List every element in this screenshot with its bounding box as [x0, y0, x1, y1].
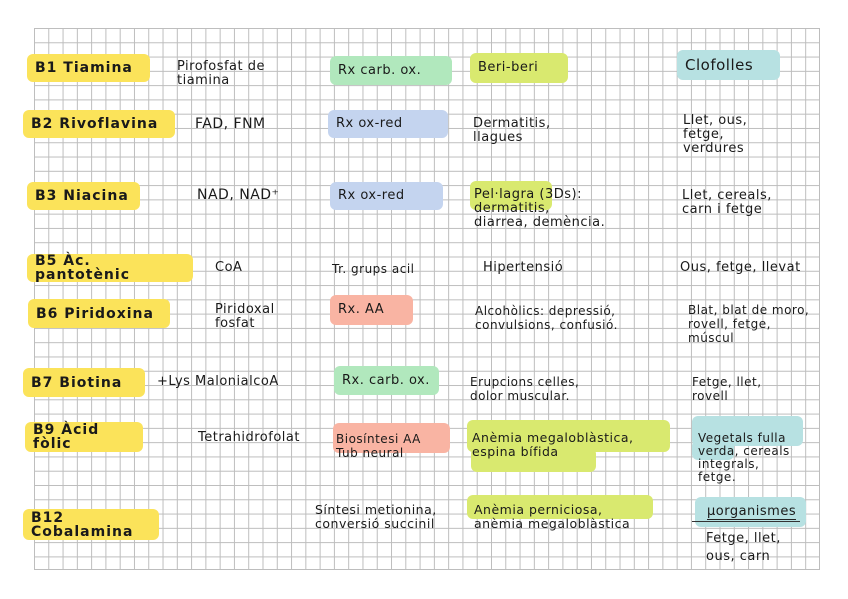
function-b7: Rx. carb. ox. [334, 366, 439, 395]
sources-b1: Clofolles [677, 50, 780, 80]
disease-b9: Anèmia megaloblàstica, espina bífida [472, 430, 634, 459]
coenzyme-b2: FAD, FNM [195, 116, 266, 132]
function-b6: Rx. AA [330, 295, 413, 325]
sources-heading-b12: μorganismes [695, 497, 806, 527]
coenzyme-b5: CoA [215, 260, 243, 275]
vitamin-b5: B5 Àc. pantotènic [27, 254, 193, 282]
disease-name-b3: Pel·lagra [474, 187, 535, 202]
coenzyme-b6: Piridoxal fosfat [215, 302, 275, 331]
function-b9: Biosíntesi AA Tub neural [336, 432, 421, 460]
disease-b1: Beri-beri [470, 53, 568, 83]
disease-b3: Pel·lagra (3Ds): dermatitis, diarrea, de… [474, 188, 605, 230]
function-b5: Tr. grups acil [332, 262, 415, 276]
sources-highlight-b9-2 [692, 440, 734, 460]
sources-b9: Vegetals fulla verda, cereals integrals,… [698, 431, 790, 484]
sources-b2: Llet, ous, fetge, verdures [683, 113, 748, 156]
vitamin-b9: B9 Àcid fòlic [25, 422, 143, 452]
function-b3: Rx ox-red [330, 182, 443, 210]
vitamin-b3: B3 Niacina [27, 182, 140, 210]
coenzyme-b9: Tetrahidrofolat [198, 430, 300, 445]
disease-b12: Anèmia perniciosa, anèmia megaloblàstica [474, 502, 631, 531]
sources-b7: Fetge, llet, rovell [692, 375, 762, 403]
vitamin-b12: B12 Cobalamina [23, 509, 159, 540]
function-highlight-b9 [333, 423, 450, 453]
disease-highlight-b3 [470, 181, 552, 210]
coenzyme-b7: +Lys MalonialcoA [157, 374, 279, 389]
sources-heading-text: μorganismes [707, 503, 797, 520]
divider-line [692, 521, 800, 522]
disease-b6: Alcohòlics: depressió, convulsions, conf… [475, 304, 618, 332]
disease-b2: Dermatitis, llagues [473, 116, 551, 145]
sources-b3: Llet, cereals, carn i fetge [682, 188, 772, 217]
sources-b6: Blat, blat de moro, rovell, fetge, múscu… [688, 303, 810, 345]
vitamin-b1: B1 Tiamina [27, 54, 150, 82]
disease-details-b3: (3Ds): dermatitis, diarrea, demència. [474, 187, 606, 230]
coenzyme-b1: Pirofosfat de tiamina [177, 59, 266, 88]
sources-b12: Fetge, llet, ous, carn [706, 531, 781, 564]
disease-highlight-b12 [467, 495, 653, 519]
sources-b5: Ous, fetge, llevat [680, 260, 801, 275]
vitamin-b6: B6 Piridoxina [28, 299, 170, 328]
function-b12: Síntesi metionina, conversió succinil [315, 502, 437, 531]
function-b1: Rx carb. ox. [330, 56, 452, 85]
disease-highlight-b9 [467, 420, 670, 452]
disease-b7: Erupcions celles, dolor muscular. [470, 375, 580, 403]
vitamin-b2: B2 Rivoflavina [23, 110, 175, 138]
disease-b5: Hipertensió [483, 260, 564, 275]
coenzyme-b3: NAD, NAD⁺ [197, 187, 280, 203]
vitamin-b7: B7 Biotina [23, 368, 145, 397]
disease-highlight-b9-2 [471, 448, 596, 472]
function-b2: Rx ox-red [328, 110, 448, 138]
